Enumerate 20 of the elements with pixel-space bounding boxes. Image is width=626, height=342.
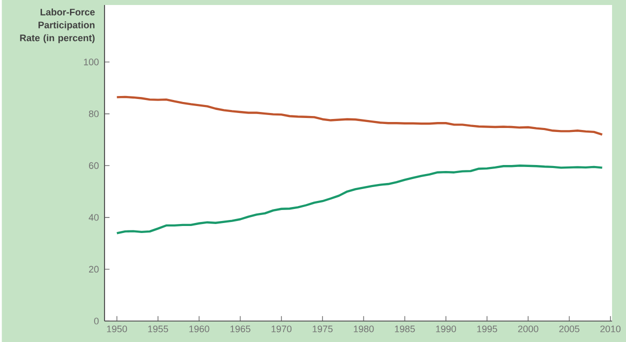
x-tick-label: 1995: [477, 326, 498, 332]
y-tick-label: 60: [89, 162, 99, 169]
y-tick-label: 20: [89, 266, 99, 273]
y-tick-label: 40: [88, 214, 99, 221]
x-tick-label: 1950: [107, 326, 127, 332]
y-tick-label: 100: [84, 58, 99, 66]
y-tick-label: 80: [88, 110, 99, 118]
x-tick-label: 1960: [189, 326, 210, 332]
x-tick-label: 2005: [559, 326, 580, 332]
y-axis-title: Labor-Force Participation Rate (in percent): [20, 8, 95, 44]
x-tick-label: 1990: [436, 326, 456, 332]
x-tick-label: 2000: [518, 326, 538, 332]
x-tick-label: 1965: [230, 326, 250, 332]
y-tick-label: 0: [94, 318, 99, 324]
x-tick-label: 1955: [148, 326, 168, 332]
x-tick-label: 1970: [272, 326, 292, 332]
x-tick-label: 1985: [394, 326, 415, 332]
x-tick-label: 1975: [312, 326, 333, 332]
x-tick-label: 1980: [354, 326, 374, 332]
x-tick-label: 2010: [600, 326, 621, 332]
